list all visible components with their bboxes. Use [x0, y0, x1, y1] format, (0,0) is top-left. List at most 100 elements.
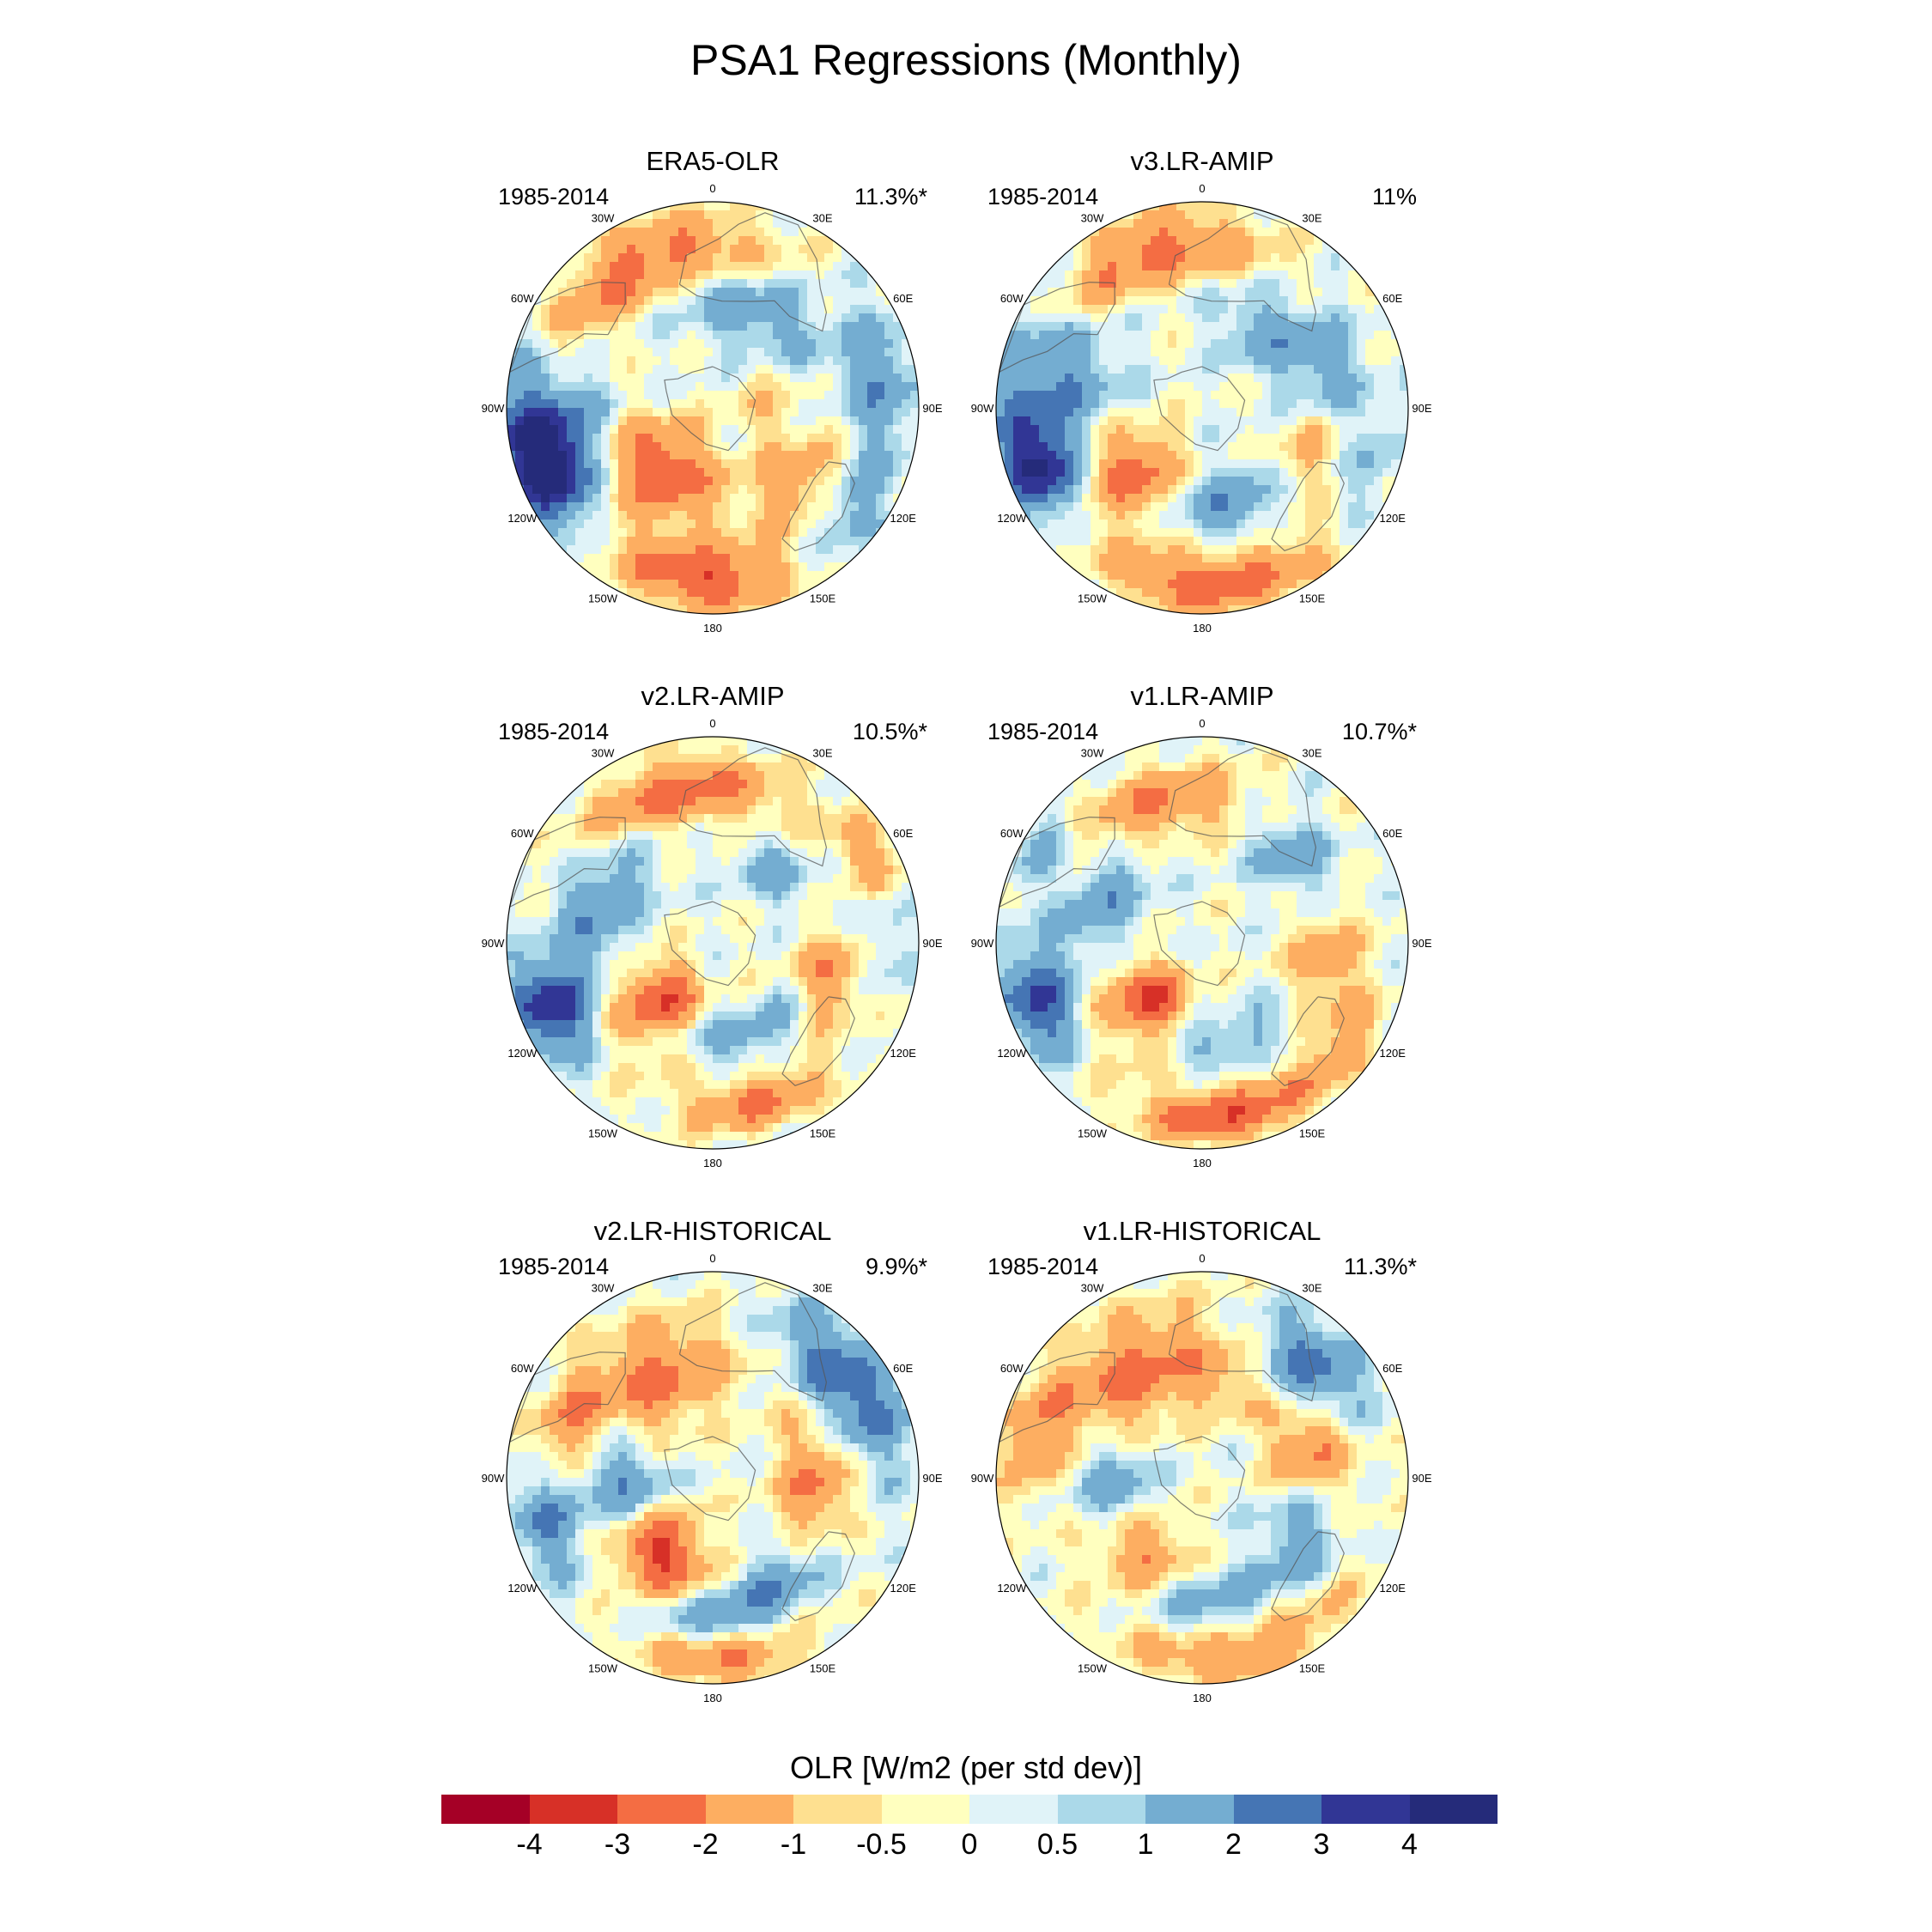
- longitude-label: 30W: [592, 211, 615, 224]
- panel-period: 1985-2014: [987, 1254, 1099, 1279]
- longitude-label: 30E: [812, 211, 832, 224]
- longitude-label: 0: [709, 717, 715, 730]
- panel-period: 1985-2014: [987, 719, 1099, 744]
- longitude-label: 60W: [1000, 292, 1024, 305]
- longitude-label: 90W: [482, 937, 505, 950]
- longitude-label: 120E: [1380, 1047, 1406, 1060]
- colorbar-swatch: [529, 1795, 617, 1824]
- longitude-label: 90E: [922, 402, 942, 415]
- colorbar-tick-label: -0.5: [856, 1828, 907, 1861]
- colorbar-tick-label: -1: [780, 1828, 807, 1861]
- coastline: [664, 1436, 756, 1522]
- panel-title: v1.LR-AMIP: [1130, 681, 1274, 711]
- coastline: [1153, 366, 1246, 452]
- longitude-label: 60E: [1382, 827, 1402, 840]
- longitude-label: 120W: [997, 512, 1027, 525]
- coastline: [664, 366, 756, 452]
- panel-period: 1985-2014: [498, 1254, 610, 1279]
- longitude-label: 90E: [1412, 402, 1431, 415]
- colorbar-tick-label: -4: [516, 1828, 543, 1861]
- colorbar-swatch: [1233, 1795, 1321, 1824]
- longitude-label: 90E: [1412, 1472, 1431, 1485]
- longitude-label: 60E: [893, 1362, 913, 1375]
- longitude-label: 150E: [810, 1127, 836, 1140]
- longitude-label: 30W: [592, 746, 615, 759]
- longitude-label: 90W: [971, 402, 994, 415]
- figure-title: PSA1 Regressions (Monthly): [690, 36, 1242, 84]
- colorbar-swatch: [1057, 1795, 1145, 1824]
- polar-map: 0 30E 60E 90E 120E 150E 180 150W 120W 90W 60W 30W: [971, 182, 1432, 635]
- longitude-label: 150W: [1078, 1662, 1108, 1675]
- longitude-label: 0: [709, 182, 715, 195]
- longitude-label: 0: [709, 1252, 715, 1265]
- map-border: [506, 736, 920, 1150]
- panel-variance: 11.3%*: [854, 184, 927, 210]
- longitude-label: 30E: [1302, 746, 1321, 759]
- longitude-label: 30E: [1302, 211, 1321, 224]
- longitude-label: 30E: [812, 746, 832, 759]
- coastline: [1271, 461, 1345, 551]
- longitude-label: 0: [1199, 717, 1205, 730]
- colorbar-swatch: [881, 1795, 969, 1824]
- longitude-label: 90W: [482, 402, 505, 415]
- longitude-label: 150W: [1078, 592, 1108, 605]
- coastline: [1271, 1531, 1345, 1621]
- longitude-label: 90W: [971, 937, 994, 950]
- coastline: [1271, 996, 1345, 1086]
- colorbar-label: OLR [W/m2 (per std dev)]: [789, 1750, 1143, 1785]
- panel-title: v2.LR-HISTORICAL: [593, 1216, 832, 1246]
- panel-variance: 11%: [1371, 184, 1417, 210]
- colorbar-swatch: [617, 1795, 706, 1824]
- coastline: [1168, 212, 1317, 332]
- longitude-label: 120W: [507, 1582, 538, 1595]
- longitude-label: 60E: [1382, 1362, 1402, 1375]
- longitude-label: 60E: [893, 827, 913, 840]
- coastline: [1168, 747, 1317, 867]
- map-panel-v3-lr-amip: v3.LR-AMIP 1985-2014 11% 0 30E 60E 90E 120E 1…: [971, 146, 1432, 635]
- longitude-label: 60W: [511, 292, 534, 305]
- panel-variance: 10.7%*: [1341, 719, 1417, 744]
- longitude-label: 60W: [1000, 827, 1024, 840]
- colorbar-tick-label: 0.5: [1036, 1828, 1078, 1861]
- regression-field: [996, 737, 1408, 1149]
- longitude-label: 90E: [922, 937, 942, 950]
- panel-period: 1985-2014: [987, 184, 1099, 210]
- coastline: [664, 901, 756, 987]
- colorbar-tick-label: 0: [961, 1828, 978, 1861]
- longitude-label: 120W: [507, 512, 538, 525]
- longitude-label: 180: [703, 1692, 722, 1704]
- longitude-label: 60W: [511, 1362, 534, 1375]
- map-panel-v1-lr-amip: v1.LR-AMIP 1985-2014 10.7%* 0 30E 60E 90E 12…: [971, 681, 1432, 1170]
- longitude-label: 90W: [482, 1472, 505, 1485]
- longitude-label: 30W: [1081, 746, 1104, 759]
- longitude-label: 90E: [1412, 937, 1431, 950]
- map-border: [995, 201, 1409, 615]
- longitude-label: 120E: [890, 1047, 917, 1060]
- coastline: [678, 212, 828, 332]
- longitude-label: 150E: [1299, 1662, 1326, 1675]
- longitude-label: 120W: [507, 1047, 538, 1060]
- coastline: [781, 1531, 855, 1621]
- coastline: [678, 1282, 828, 1402]
- regression-field: [507, 737, 919, 1149]
- longitude-label: 60W: [1000, 1362, 1024, 1375]
- longitude-label: 180: [1193, 1157, 1212, 1170]
- longitude-label: 180: [703, 1157, 722, 1170]
- polar-map: 0 30E 60E 90E 120E 150E 180 150W 120W 90W 60W 30W: [971, 717, 1432, 1170]
- colorbar-swatch: [1409, 1795, 1498, 1824]
- panel-period: 1985-2014: [498, 719, 610, 744]
- colorbar-ticks: -4 -3 -2 -1 -0.5 0 0.5 1 2 3 4: [441, 1826, 1498, 1868]
- longitude-label: 150W: [588, 592, 618, 605]
- longitude-label: 150E: [1299, 592, 1326, 605]
- panel-title: v2.LR-AMIP: [641, 681, 785, 711]
- panel-title: ERA5-OLR: [646, 146, 780, 176]
- longitude-label: 30W: [1081, 1281, 1104, 1294]
- longitude-label: 120W: [997, 1047, 1027, 1060]
- polar-map: 0 30E 60E 90E 120E 150E 180 150W 120W 90W 60W 30W: [971, 1252, 1432, 1704]
- panel-title: v3.LR-AMIP: [1130, 146, 1274, 176]
- regression-field: [507, 1272, 919, 1684]
- colorbar-tick-label: 1: [1137, 1828, 1154, 1861]
- polar-map: 0 30E 60E 90E 120E 150E 180 150W 120W 90W 60W 30W: [482, 182, 943, 635]
- longitude-label: 60E: [1382, 292, 1402, 305]
- colorbar-swatch: [969, 1795, 1058, 1824]
